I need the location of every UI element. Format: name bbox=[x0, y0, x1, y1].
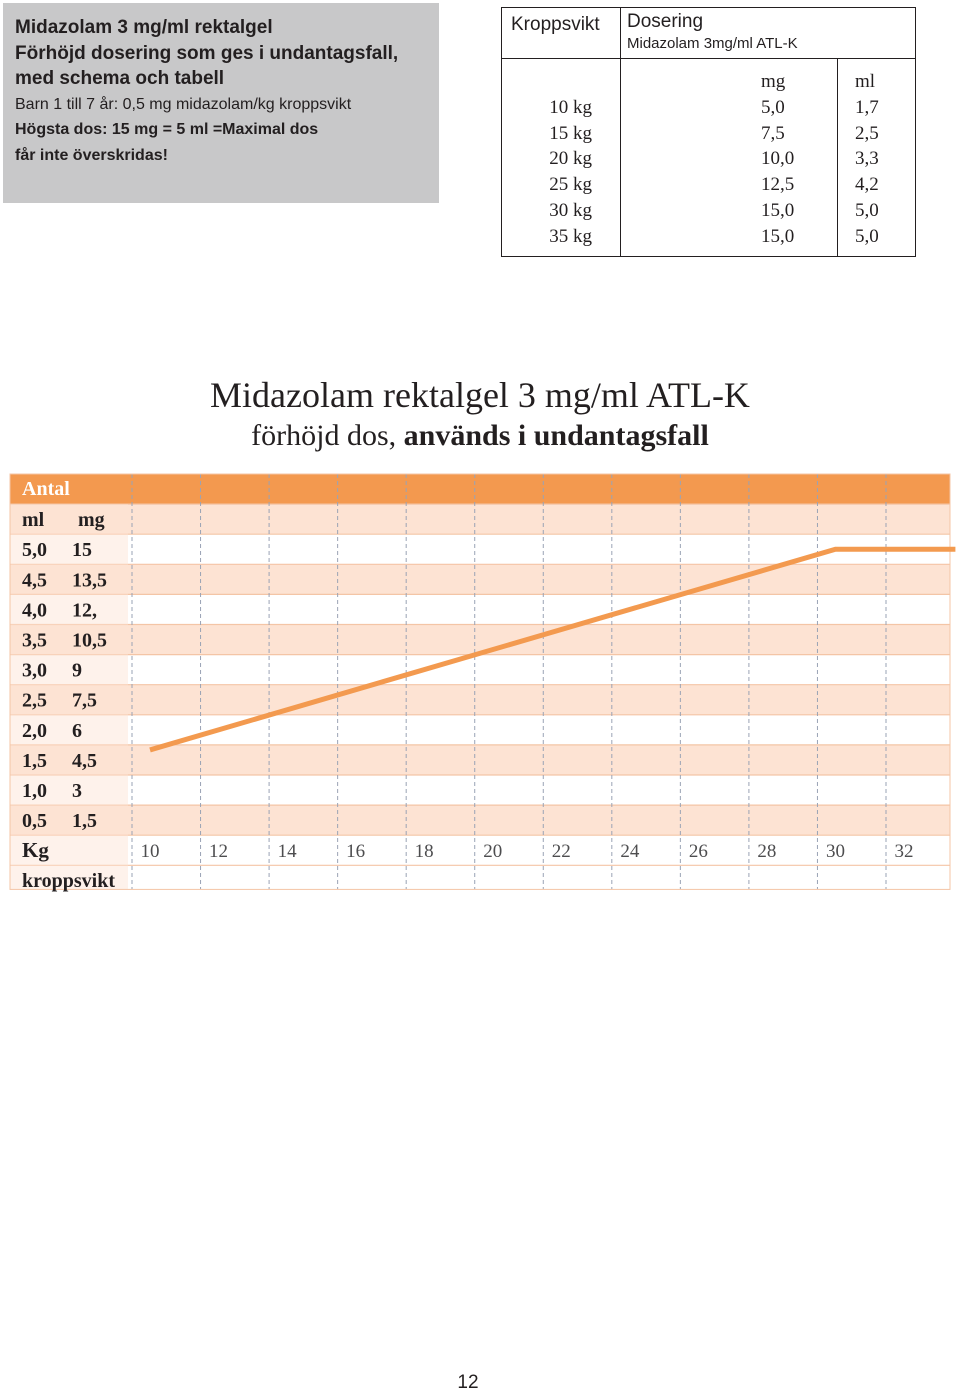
row-weight: 35 kg bbox=[549, 225, 592, 247]
y-tick-mg: 3 bbox=[72, 780, 82, 802]
row-mg: 7,5 bbox=[761, 122, 785, 144]
info-subtitle-1: Förhöjd dosering som ges i undantagsfall… bbox=[15, 42, 399, 64]
header-dosing: Dosering bbox=[627, 11, 704, 32]
y-unit-mg: mg bbox=[78, 509, 105, 531]
info-warning: får inte överskridas! bbox=[15, 146, 168, 164]
row-mg: 5,0 bbox=[761, 96, 785, 118]
x-tick-label: 20 bbox=[483, 841, 502, 862]
row-weight: 10 kg bbox=[549, 96, 592, 118]
y-tick-ml: 3,5 bbox=[22, 630, 47, 652]
y-tick-ml: 0,5 bbox=[22, 810, 47, 832]
y-tick-ml: 1,0 bbox=[22, 780, 47, 802]
row-weight: 15 kg bbox=[549, 122, 592, 144]
y-tick-mg: 6 bbox=[72, 720, 82, 742]
info-max-dose: Högsta dos: 15 mg = 5 ml =Maximal dos bbox=[15, 121, 319, 138]
header-product: Midazolam 3mg/ml ATL-K bbox=[627, 35, 798, 52]
row-ml: 5,0 bbox=[855, 199, 879, 221]
chart-row-band bbox=[10, 714, 950, 745]
dose-table: Kroppsvikt Dosering Midazolam 3mg/ml ATL… bbox=[501, 7, 916, 257]
info-title: Midazolam 3 mg/ml rektalgel bbox=[15, 17, 273, 38]
row-mg: 15,0 bbox=[761, 225, 795, 247]
x-tick-label: 18 bbox=[415, 841, 434, 862]
y-tick-mg: 7,5 bbox=[72, 690, 97, 712]
y-unit-ml: ml bbox=[22, 509, 45, 531]
y-tick-ml: 2,0 bbox=[22, 720, 47, 742]
ml-column: ml 1,7 2,5 3,3 4,2 5,0 5,0 bbox=[838, 59, 915, 256]
y-tick-ml: 5,0 bbox=[22, 539, 47, 561]
row-weight: 25 kg bbox=[549, 174, 592, 196]
chart-row-band bbox=[10, 835, 950, 866]
y-tick-ml: 4,0 bbox=[22, 599, 47, 621]
chart-row-band bbox=[10, 534, 950, 565]
chart-row-band bbox=[10, 744, 950, 775]
info-subtitle-2: med schema och tabell bbox=[15, 68, 225, 89]
chart-row-band bbox=[10, 624, 950, 655]
page-number: 12 bbox=[457, 1372, 479, 1393]
y-tick-mg: 15 bbox=[72, 539, 92, 561]
chart-header-label: Antal bbox=[22, 478, 70, 500]
unit-mg: mg bbox=[761, 71, 786, 92]
y-tick-mg: 1,5 bbox=[72, 810, 97, 832]
x-tick-label: 24 bbox=[620, 841, 640, 862]
y-tick-ml: 2,5 bbox=[22, 690, 47, 712]
page-subtitle: förhöjd dos, används i undantagsfall bbox=[0, 416, 960, 456]
y-tick-ml: 4,5 bbox=[22, 569, 47, 591]
row-mg: 15,0 bbox=[761, 199, 795, 221]
x-tick-label: 28 bbox=[757, 841, 776, 862]
row-ml: 5,0 bbox=[855, 225, 879, 247]
chart-frame bbox=[9, 473, 951, 890]
y-tick-mg: 10,5 bbox=[72, 630, 107, 652]
chart-row-band bbox=[10, 594, 950, 625]
row-ml: 2,5 bbox=[855, 122, 879, 144]
info-box: Midazolam 3 mg/ml rektalgel Förhöjd dose… bbox=[3, 3, 439, 203]
page-title: Midazolam rektalgel 3 mg/ml ATL-K bbox=[210, 375, 750, 415]
row-weight: 20 kg bbox=[549, 148, 592, 170]
chart-row-band bbox=[10, 775, 950, 806]
chart-label-column bbox=[10, 504, 128, 890]
chart-row-band bbox=[10, 504, 950, 535]
y-tick-ml: 1,5 bbox=[22, 750, 47, 772]
x-tick-label: 32 bbox=[895, 841, 914, 862]
mg-column: mg 5,0 7,5 10,0 12,5 15,0 15,0 bbox=[621, 59, 837, 256]
chart-row-band bbox=[10, 805, 950, 836]
subtitle-bold: används i undantagsfall bbox=[403, 419, 709, 452]
row-ml: 3,3 bbox=[855, 148, 879, 170]
dose-line bbox=[149, 546, 956, 753]
x-tick-label: 26 bbox=[689, 841, 708, 862]
row-mg: 10,0 bbox=[761, 148, 795, 170]
weight-column: 10 kg 15 kg 20 kg 25 kg 30 kg 35 kg bbox=[502, 59, 620, 256]
x-axis-label: Kg bbox=[22, 838, 49, 862]
chart-row-band bbox=[10, 865, 950, 890]
y-tick-mg: 4,5 bbox=[72, 750, 97, 772]
subtitle-normal: förhöjd dos, bbox=[251, 419, 397, 452]
x-tick-label: 22 bbox=[552, 841, 571, 862]
x-tick-label: 12 bbox=[209, 841, 228, 862]
y-tick-ml: 3,0 bbox=[22, 660, 47, 682]
x-axis-label-2: kroppsvikt bbox=[22, 870, 115, 892]
chart-header-band bbox=[10, 474, 950, 505]
row-ml: 1,7 bbox=[855, 96, 879, 118]
unit-ml: ml bbox=[855, 71, 876, 92]
x-tick-label: 14 bbox=[278, 841, 298, 862]
y-tick-mg: 13,5 bbox=[72, 569, 107, 591]
x-tick-label: 10 bbox=[141, 841, 160, 862]
y-tick-mg: 12, bbox=[72, 599, 97, 621]
header-weight: Kroppsvikt bbox=[511, 14, 600, 35]
chart-row-band bbox=[10, 684, 950, 715]
chart-row-band bbox=[10, 564, 950, 595]
info-dosage-rule: Barn 1 till 7 år: 0,5 mg midazolam/kg kr… bbox=[15, 95, 352, 113]
row-weight: 30 kg bbox=[549, 199, 592, 221]
x-tick-label: 30 bbox=[826, 841, 845, 862]
x-tick-label: 16 bbox=[346, 841, 365, 862]
chart-row-band bbox=[10, 654, 950, 685]
row-mg: 12,5 bbox=[761, 174, 795, 196]
row-ml: 4,2 bbox=[855, 174, 879, 196]
y-tick-mg: 9 bbox=[72, 660, 82, 682]
